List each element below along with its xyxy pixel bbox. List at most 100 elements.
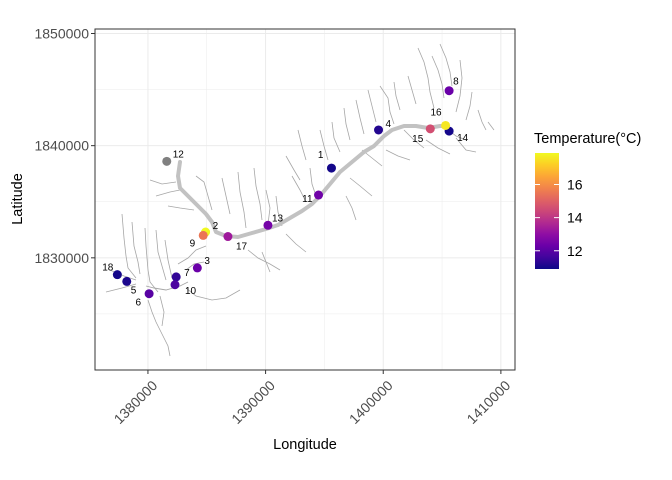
main-stem-river: [145, 124, 448, 291]
site-point-13[interactable]: [263, 220, 273, 230]
stream-line: [155, 189, 181, 197]
stream-line: [455, 137, 477, 153]
y-tick-label: 1830000: [34, 250, 89, 266]
stream-line: [167, 205, 195, 211]
y-axis: 1830000 1840000 1850000: [34, 25, 95, 266]
legend: Temperature(°C) 12 14 16: [534, 131, 641, 269]
stream-line: [385, 149, 411, 161]
site-label-14: 14: [457, 133, 469, 144]
site-point-9[interactable]: [198, 230, 208, 240]
site-label-12: 12: [173, 149, 185, 160]
stream-line: [455, 59, 463, 113]
stream-line: [349, 177, 373, 197]
stream-line: [379, 85, 395, 125]
stream-line: [221, 177, 231, 215]
site-label-17: 17: [236, 242, 248, 253]
stream-line: [131, 221, 141, 275]
site-point-4[interactable]: [374, 125, 384, 135]
site-label-3: 3: [204, 256, 210, 267]
legend-colorbar: [535, 153, 559, 269]
stream-line: [177, 245, 207, 265]
site-point-15[interactable]: [425, 124, 435, 134]
stream-line: [185, 261, 205, 271]
legend-ticks: 12 14 16: [535, 176, 583, 259]
site-label-5: 5: [131, 285, 137, 296]
site-point-10[interactable]: [170, 280, 180, 290]
site-label-15: 15: [412, 134, 424, 145]
site-point-18[interactable]: [112, 270, 122, 280]
stream-line: [487, 121, 495, 131]
stream-line: [237, 171, 247, 229]
site-label-8: 8: [453, 77, 459, 88]
stream-line: [265, 189, 271, 225]
site-point-3[interactable]: [192, 263, 202, 273]
site-label-18: 18: [102, 263, 114, 274]
legend-tick-label: 16: [567, 176, 583, 192]
stream-line: [465, 91, 473, 121]
stream-line: [439, 43, 453, 87]
stream-line: [425, 139, 451, 155]
site-label-16: 16: [430, 107, 442, 118]
stream-line: [164, 239, 173, 279]
panel-border: [94, 28, 516, 371]
stream-line: [355, 99, 365, 135]
x-tick-label: 1410000: [463, 377, 513, 427]
site-label-7: 7: [184, 268, 190, 279]
site-label-1: 1: [318, 150, 324, 161]
stream-line: [285, 233, 307, 253]
stream-line: [393, 81, 401, 111]
site-point-11[interactable]: [314, 190, 324, 200]
stream-line: [431, 55, 445, 99]
stream-line: [407, 75, 417, 105]
site-label-6: 6: [136, 298, 142, 309]
stream-line: [367, 89, 377, 123]
stream-line: [417, 47, 435, 109]
stream-line: [247, 249, 281, 271]
stream-line: [144, 227, 159, 293]
site-label-2: 2: [213, 221, 219, 232]
stream-line: [105, 283, 137, 293]
legend-tick-label: 12: [567, 243, 583, 259]
y-tick-label: 1850000: [34, 25, 89, 41]
x-axis: 1380000 1390000 1400000 1410000: [111, 370, 514, 427]
stream-line: [403, 129, 425, 149]
stream-line: [253, 167, 263, 221]
stream-line: [319, 129, 329, 161]
stream-line: [159, 295, 165, 327]
legend-title: Temperature(°C): [534, 131, 641, 147]
stream-line: [297, 129, 307, 161]
stream-line: [345, 195, 357, 221]
site-label-13: 13: [272, 213, 284, 224]
site-label-10: 10: [185, 286, 197, 297]
stream-line: [155, 229, 167, 281]
legend-tick-label: 14: [567, 210, 583, 226]
stream-line: [145, 281, 189, 291]
stream-line: [291, 175, 307, 203]
site-point-1[interactable]: [326, 163, 336, 173]
stream-line: [147, 299, 171, 357]
site-point-6[interactable]: [144, 289, 154, 299]
site-point-17[interactable]: [223, 232, 233, 242]
stream-line: [261, 251, 271, 273]
stream-line: [331, 121, 341, 153]
main-stem-line: [176, 124, 448, 239]
site-point-8[interactable]: [444, 86, 454, 96]
site-point-16[interactable]: [441, 120, 451, 130]
site-point-12[interactable]: [162, 156, 172, 166]
site-point-5[interactable]: [122, 276, 132, 286]
x-tick-label: 1390000: [228, 377, 278, 427]
stream-line: [343, 107, 351, 141]
x-tick-label: 1380000: [111, 377, 161, 427]
site-point-7[interactable]: [171, 272, 181, 282]
stream-line: [149, 179, 177, 185]
site-label-11: 11: [302, 194, 313, 205]
y-axis-title: Latitude: [10, 173, 26, 225]
site-label-9: 9: [190, 238, 196, 249]
stream-line: [195, 175, 213, 211]
grid-lines: [95, 29, 515, 370]
y-tick-label: 1840000: [34, 138, 89, 154]
x-axis-title: Longitude: [273, 437, 337, 453]
